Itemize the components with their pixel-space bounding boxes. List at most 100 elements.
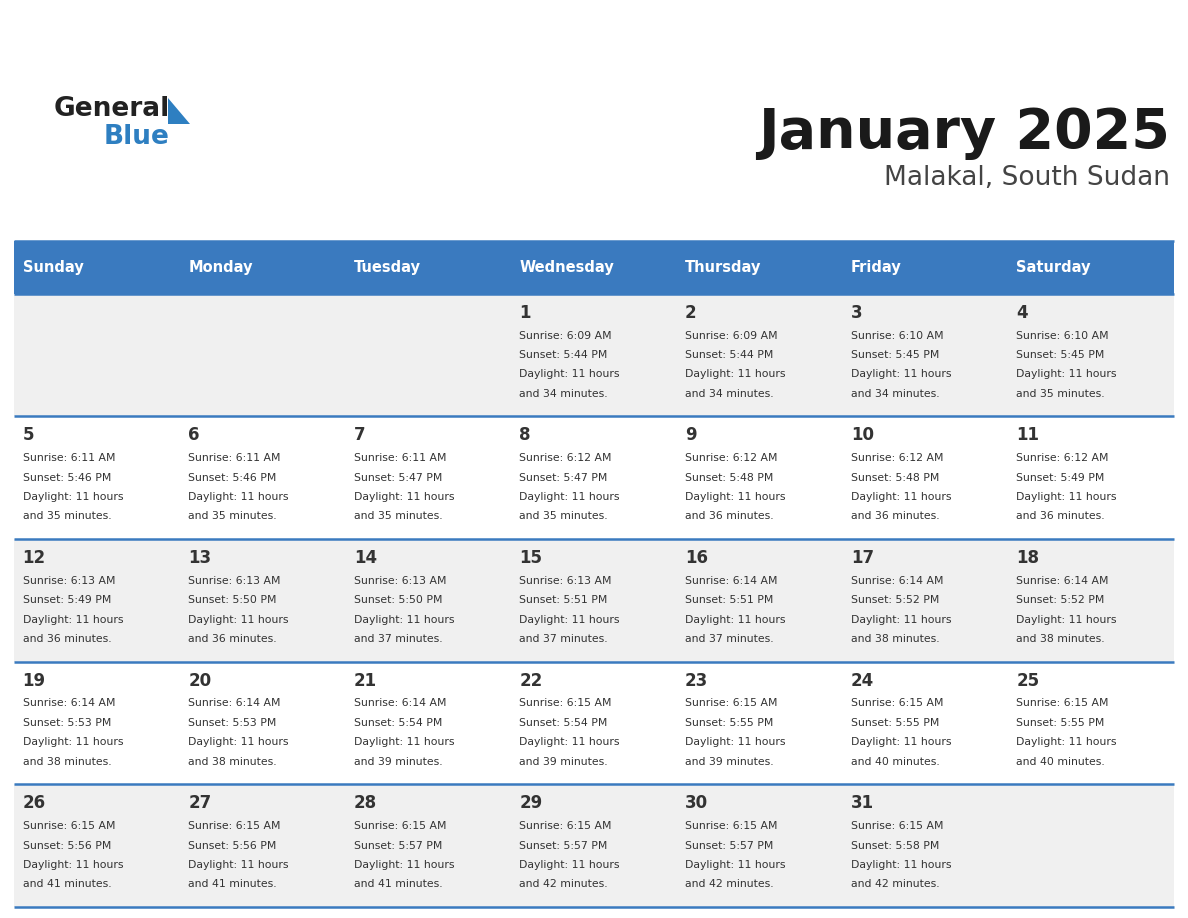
Text: and 36 minutes.: and 36 minutes.	[1017, 511, 1105, 521]
Bar	[14, 241, 179, 294]
Bar	[1009, 241, 1174, 294]
Text: Sunset: 5:51 PM: Sunset: 5:51 PM	[685, 595, 773, 605]
Polygon shape	[169, 98, 190, 125]
Text: and 42 minutes.: and 42 minutes.	[851, 879, 940, 890]
Text: 30: 30	[685, 794, 708, 812]
Text: Sunrise: 6:14 AM: Sunrise: 6:14 AM	[1017, 576, 1108, 586]
Bar	[842, 784, 1009, 907]
Bar	[1009, 662, 1174, 784]
Text: Daylight: 11 hours: Daylight: 11 hours	[188, 614, 289, 624]
Text: and 38 minutes.: and 38 minutes.	[851, 634, 940, 644]
Text: and 38 minutes.: and 38 minutes.	[1017, 634, 1105, 644]
Text: Daylight: 11 hours: Daylight: 11 hours	[1017, 737, 1117, 747]
Text: Sunrise: 6:15 AM: Sunrise: 6:15 AM	[519, 821, 612, 831]
Text: and 42 minutes.: and 42 minutes.	[685, 879, 773, 890]
Text: Sunrise: 6:14 AM: Sunrise: 6:14 AM	[851, 576, 943, 586]
Bar	[511, 784, 677, 907]
Text: Sunset: 5:50 PM: Sunset: 5:50 PM	[188, 595, 277, 605]
Text: Daylight: 11 hours: Daylight: 11 hours	[188, 860, 289, 870]
Text: Daylight: 11 hours: Daylight: 11 hours	[685, 737, 785, 747]
Text: 9: 9	[685, 426, 696, 444]
Text: Saturday: Saturday	[1017, 260, 1091, 274]
Bar	[14, 784, 179, 907]
Text: Daylight: 11 hours: Daylight: 11 hours	[23, 860, 124, 870]
Text: 12: 12	[23, 549, 45, 566]
Text: Sunset: 5:58 PM: Sunset: 5:58 PM	[851, 841, 940, 850]
Text: Daylight: 11 hours: Daylight: 11 hours	[851, 492, 952, 502]
Bar	[346, 662, 511, 784]
Text: 28: 28	[354, 794, 377, 812]
Text: Daylight: 11 hours: Daylight: 11 hours	[519, 614, 620, 624]
Text: 14: 14	[354, 549, 377, 566]
Text: 3: 3	[851, 304, 862, 321]
Text: 4: 4	[1017, 304, 1028, 321]
Text: Sunrise: 6:14 AM: Sunrise: 6:14 AM	[23, 699, 115, 709]
Bar	[179, 417, 346, 539]
Text: Sunset: 5:44 PM: Sunset: 5:44 PM	[519, 350, 608, 360]
Text: Sunset: 5:47 PM: Sunset: 5:47 PM	[519, 473, 608, 483]
Text: 25: 25	[1017, 671, 1040, 689]
Text: Sunrise: 6:09 AM: Sunrise: 6:09 AM	[519, 330, 612, 341]
Text: and 40 minutes.: and 40 minutes.	[1017, 756, 1105, 767]
Text: Sunrise: 6:13 AM: Sunrise: 6:13 AM	[23, 576, 115, 586]
Text: 11: 11	[1017, 426, 1040, 444]
Text: Sunrise: 6:15 AM: Sunrise: 6:15 AM	[685, 821, 778, 831]
Text: 13: 13	[188, 549, 211, 566]
Bar	[511, 539, 677, 662]
Text: 7: 7	[354, 426, 366, 444]
Text: Sunrise: 6:14 AM: Sunrise: 6:14 AM	[188, 699, 280, 709]
Text: and 36 minutes.: and 36 minutes.	[23, 634, 112, 644]
Text: Malakal, South Sudan: Malakal, South Sudan	[884, 165, 1170, 191]
Text: 20: 20	[188, 671, 211, 689]
Text: Sunrise: 6:15 AM: Sunrise: 6:15 AM	[519, 699, 612, 709]
Text: Sunset: 5:45 PM: Sunset: 5:45 PM	[1017, 350, 1105, 360]
Text: Sunrise: 6:13 AM: Sunrise: 6:13 AM	[188, 576, 280, 586]
Text: Sunrise: 6:13 AM: Sunrise: 6:13 AM	[354, 576, 447, 586]
Text: Sunset: 5:56 PM: Sunset: 5:56 PM	[188, 841, 277, 850]
Text: Sunrise: 6:15 AM: Sunrise: 6:15 AM	[23, 821, 115, 831]
Text: Daylight: 11 hours: Daylight: 11 hours	[354, 737, 454, 747]
Text: and 36 minutes.: and 36 minutes.	[188, 634, 277, 644]
Text: Sunrise: 6:12 AM: Sunrise: 6:12 AM	[685, 453, 778, 464]
Bar	[677, 241, 842, 294]
Text: 2: 2	[685, 304, 696, 321]
Text: Daylight: 11 hours: Daylight: 11 hours	[519, 492, 620, 502]
Text: Daylight: 11 hours: Daylight: 11 hours	[1017, 492, 1117, 502]
Bar	[1009, 539, 1174, 662]
Text: Daylight: 11 hours: Daylight: 11 hours	[685, 492, 785, 502]
Text: and 40 minutes.: and 40 minutes.	[851, 756, 940, 767]
Text: Daylight: 11 hours: Daylight: 11 hours	[354, 492, 454, 502]
Bar	[677, 662, 842, 784]
Text: and 36 minutes.: and 36 minutes.	[851, 511, 940, 521]
Bar	[346, 241, 511, 294]
Text: Sunset: 5:54 PM: Sunset: 5:54 PM	[519, 718, 608, 728]
Text: Daylight: 11 hours: Daylight: 11 hours	[851, 737, 952, 747]
Text: Sunrise: 6:11 AM: Sunrise: 6:11 AM	[354, 453, 447, 464]
Text: Blue: Blue	[103, 125, 170, 151]
Text: Sunset: 5:47 PM: Sunset: 5:47 PM	[354, 473, 442, 483]
Text: Sunset: 5:46 PM: Sunset: 5:46 PM	[23, 473, 110, 483]
Text: Sunrise: 6:15 AM: Sunrise: 6:15 AM	[851, 699, 943, 709]
Text: Sunrise: 6:09 AM: Sunrise: 6:09 AM	[685, 330, 778, 341]
Text: and 39 minutes.: and 39 minutes.	[354, 756, 442, 767]
Text: Sunrise: 6:10 AM: Sunrise: 6:10 AM	[851, 330, 943, 341]
Bar	[179, 539, 346, 662]
Text: and 39 minutes.: and 39 minutes.	[519, 756, 608, 767]
Text: Sunset: 5:45 PM: Sunset: 5:45 PM	[851, 350, 940, 360]
Text: Sunrise: 6:15 AM: Sunrise: 6:15 AM	[188, 821, 280, 831]
Bar	[1009, 417, 1174, 539]
Bar	[179, 241, 346, 294]
Text: and 41 minutes.: and 41 minutes.	[23, 879, 112, 890]
Text: Sunset: 5:57 PM: Sunset: 5:57 PM	[685, 841, 773, 850]
Text: General: General	[53, 96, 170, 122]
Text: Wednesday: Wednesday	[519, 260, 614, 274]
Bar	[346, 539, 511, 662]
Bar	[677, 539, 842, 662]
Text: and 34 minutes.: and 34 minutes.	[685, 388, 773, 398]
Text: Friday: Friday	[851, 260, 902, 274]
Text: Sunrise: 6:11 AM: Sunrise: 6:11 AM	[23, 453, 115, 464]
Text: Sunday: Sunday	[23, 260, 83, 274]
Bar	[842, 241, 1009, 294]
Text: and 41 minutes.: and 41 minutes.	[188, 879, 277, 890]
Text: and 35 minutes.: and 35 minutes.	[354, 511, 442, 521]
